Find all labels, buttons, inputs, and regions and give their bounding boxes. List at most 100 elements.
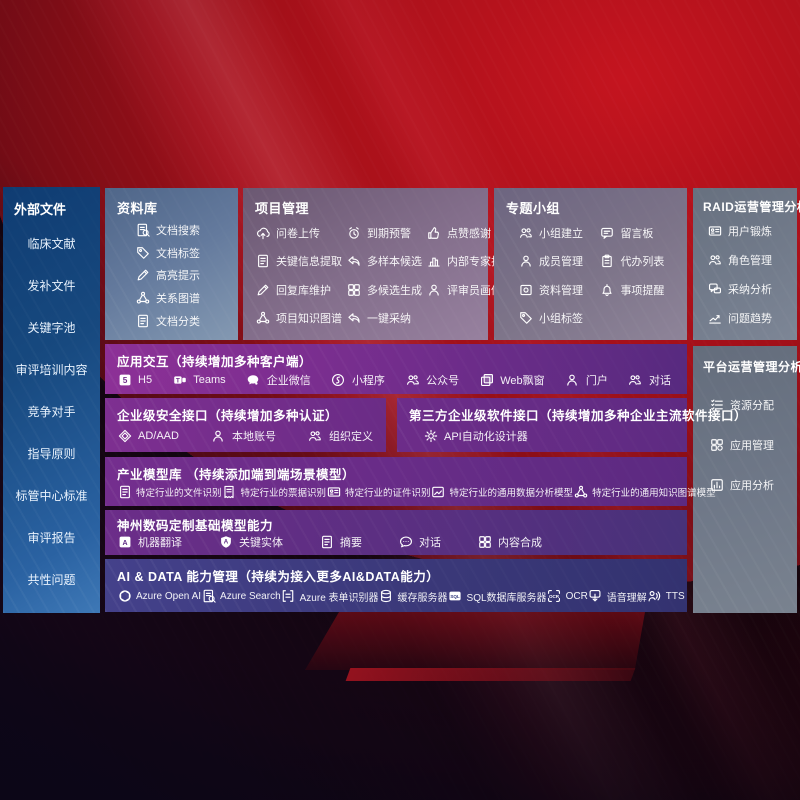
feature-list: 小组建立 留言板 成员管理 代办列表 资料管理 事项提醒 小组标签	[506, 219, 677, 332]
feature-item: 用户锻炼	[707, 223, 789, 239]
feature-item: 高亮提示	[135, 267, 226, 283]
feature-item: Azure Search	[201, 589, 281, 604]
feature-item: OCR OCR	[547, 589, 588, 604]
feature-item: 成员管理	[518, 253, 599, 269]
team-icon	[518, 226, 533, 241]
receipt-recog-icon	[222, 485, 237, 500]
row-title: 产业模型库 （持续添加端到端场景模型）	[117, 468, 355, 482]
sidebar-item: 标管中心标准	[15, 489, 88, 504]
cache-server-icon	[379, 589, 394, 604]
teams-icon: T	[172, 372, 187, 387]
qa-chat-icon	[707, 281, 722, 296]
sidebar-item: 发补文件	[27, 278, 76, 293]
feature-item: 应用管理	[709, 437, 789, 453]
message-board-icon	[599, 226, 614, 241]
reply-arrow-icon	[346, 254, 361, 269]
feature-item: 事项提醒	[599, 282, 677, 298]
svg-text:A: A	[223, 539, 228, 546]
feature-item: A 机器翻译	[117, 534, 182, 550]
idcard-recog-icon	[326, 485, 341, 500]
feature-item: 代办列表	[599, 253, 677, 269]
external-files-panel: 外部文件 临床文献 发补文件 关键字池 审评培训内容 竞争对手 指导原则 标管中心标准 审评报…	[3, 187, 100, 613]
api-gear-icon	[423, 428, 438, 443]
edit-pen-icon	[255, 282, 270, 297]
row-title: 第三方企业级软件接口（持续增加多种企业主流软件接口）	[409, 409, 748, 423]
feature-item: 门户	[565, 372, 608, 388]
chat-dots-icon	[398, 535, 413, 550]
feature-item: 问卷上传	[255, 225, 342, 241]
feature-item: 组织定义	[308, 428, 373, 444]
laptop-silhouette	[305, 612, 645, 670]
industry-model-row: 产业模型库 （持续添加端到端场景模型） 特定行业的文件识别 特定行业的票据识别 特定…	[105, 457, 716, 506]
feature-list: A 机器翻译 A 关键实体 摘要 对话 内容合成	[117, 534, 675, 550]
feature-list: 文档搜索 文档标签 高亮提示 关系图谱 文档分类	[117, 219, 226, 332]
feature-item: 特定行业的通用知识图谱模型	[573, 485, 716, 500]
feature-list: 5 H5 T Teams 企业微信 小程序 公众号 Web飘窗 门户 对话	[117, 370, 675, 389]
feature-item: 多候选生成	[346, 282, 422, 298]
panel-title: RAID运营管理分析	[703, 200, 800, 214]
row-title: 神州数码定制基础模型能力	[117, 519, 274, 533]
ai-data-capability-row: AI & DATA 能力管理（持续为接入更多AI&DATA能力） Azure O…	[105, 559, 687, 612]
translate-icon: A	[117, 535, 132, 550]
feature-item: 本地账号	[211, 428, 276, 444]
feature-item: 回复库维护	[255, 282, 342, 298]
raid-operations-panel: RAID运营管理分析 用户锻炼 角色管理 采纳分析 问题趋势	[693, 188, 800, 340]
row-title: AI & DATA 能力管理（持续为接入更多AI&DATA能力）	[117, 570, 440, 584]
feature-item: SQL SQL数据库服务器	[448, 589, 547, 604]
reviewer-profile-icon	[426, 282, 441, 297]
sidebar-item: 关键字池	[27, 320, 76, 335]
feature-list: API自动化设计器	[409, 424, 675, 447]
sidebar-item: 指导原则	[27, 447, 76, 462]
ad-shield-icon	[117, 428, 132, 443]
feature-item: 特定行业的通用数据分析模型	[431, 485, 573, 500]
azure-search-icon	[201, 589, 216, 604]
feature-item: Web飘窗	[479, 372, 545, 388]
feature-item: 小组建立	[518, 225, 599, 241]
web-popup-icon	[479, 372, 494, 387]
official-account-icon	[405, 372, 420, 387]
data-model-icon	[431, 485, 446, 500]
feature-item: 公众号	[405, 372, 459, 388]
svg-text:SQL: SQL	[450, 594, 460, 599]
tag-icon	[518, 310, 533, 325]
feature-item: 小组标签	[518, 310, 599, 326]
local-account-icon	[211, 428, 226, 443]
feature-item: 多样本候选	[346, 253, 422, 269]
sidebar-item: 共性问题	[27, 573, 76, 588]
feature-item: 摘要	[319, 534, 362, 550]
multi-generate-icon	[346, 282, 361, 297]
feature-item: 角色管理	[707, 252, 789, 268]
enterprise-security-row: 企业级安全接口（持续增加多种认证） AD/AAD 本地账号 组织定义	[105, 398, 386, 452]
feature-item: 特定行业的票据识别	[222, 485, 326, 500]
compose-grid-icon	[477, 535, 492, 550]
feature-item: 评审员画像	[426, 282, 513, 298]
feature-item: AD/AAD	[117, 428, 179, 443]
row-title: 企业级安全接口（持续增加多种认证）	[117, 409, 339, 423]
panel-title: 专题小组	[506, 201, 561, 216]
feature-item: Azure 表单识别器	[281, 589, 379, 604]
sidebar-item: 审评培训内容	[15, 362, 88, 377]
feature-list: 特定行业的文件识别 特定行业的票据识别 特定行业的证件识别 特定行业的通用数据分析模型…	[117, 483, 716, 501]
feature-item: 关键信息提取	[255, 253, 342, 269]
feature-item: 问题趋势	[707, 310, 789, 326]
panel-title: 平台运营管理分析	[703, 360, 800, 374]
knowledge-graph-icon	[135, 291, 150, 306]
svg-text:5: 5	[122, 375, 127, 385]
project-management-panel: 项目管理 问卷上传 到期预警 点赞感谢 关键信息提取 多样本候选 内部专家排名 回复库维护多…	[243, 188, 513, 340]
org-define-icon	[308, 428, 323, 443]
list-check-icon	[709, 398, 724, 413]
feature-item: 点赞感谢	[426, 225, 513, 241]
member-icon	[518, 254, 533, 269]
summary-doc-icon	[319, 535, 334, 550]
ocr-icon: OCR	[547, 589, 562, 604]
feature-item: 一键采纳	[346, 310, 422, 326]
feature-item: 文档搜索	[135, 222, 226, 238]
id-card-icon	[707, 224, 722, 239]
feature-list: 用户锻炼 角色管理 采纳分析 问题趋势	[703, 217, 789, 332]
feature-item: A 关键实体	[218, 534, 283, 550]
wechat-work-icon	[246, 372, 261, 387]
chart-box-icon	[709, 478, 724, 493]
feature-item: 项目知识图谱	[255, 310, 342, 326]
alarm-icon	[346, 226, 361, 241]
